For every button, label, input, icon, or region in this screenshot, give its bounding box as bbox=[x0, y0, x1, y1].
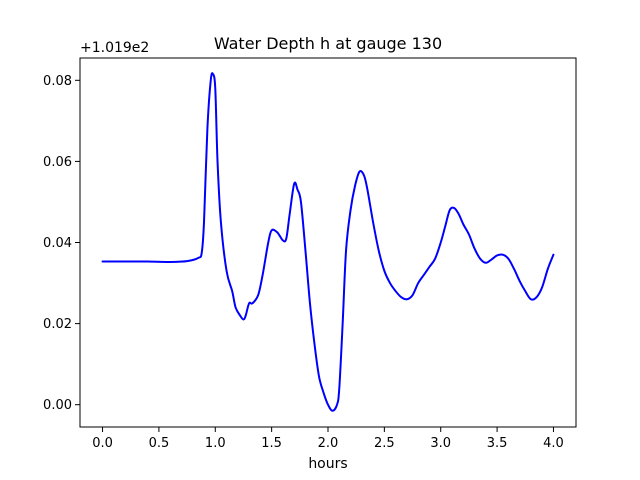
y-axis-ticks: 0.00 0.02 0.04 0.06 0.08 bbox=[43, 74, 80, 413]
x-tick-label: 4.0 bbox=[543, 436, 564, 451]
y-tick-label: 0.06 bbox=[43, 155, 72, 170]
y-axis-offset-label: +1.019e2 bbox=[80, 40, 149, 56]
x-tick-label: 3.5 bbox=[487, 436, 508, 451]
x-tick-label: 1.5 bbox=[261, 436, 282, 451]
x-axis-label: hours bbox=[308, 456, 347, 472]
x-tick-label: 2.0 bbox=[318, 436, 339, 451]
x-tick-label: 1.0 bbox=[205, 436, 226, 451]
chart-title: Water Depth h at gauge 130 bbox=[214, 34, 442, 53]
x-tick-label: 0.0 bbox=[92, 436, 113, 451]
y-tick-label: 0.00 bbox=[43, 398, 72, 413]
x-tick-label: 0.5 bbox=[149, 436, 170, 451]
y-tick-label: 0.04 bbox=[43, 236, 72, 251]
plot-area bbox=[80, 58, 576, 427]
x-axis-ticks: 0.0 0.5 1.0 1.5 2.0 2.5 3.0 3.5 4.0 bbox=[92, 427, 564, 451]
x-tick-label: 3.0 bbox=[430, 436, 451, 451]
series-line bbox=[101, 72, 555, 412]
axes-frame bbox=[79, 57, 577, 428]
y-tick-label: 0.02 bbox=[43, 317, 72, 332]
y-tick-label: 0.08 bbox=[43, 74, 72, 89]
x-tick-label: 2.5 bbox=[374, 436, 395, 451]
